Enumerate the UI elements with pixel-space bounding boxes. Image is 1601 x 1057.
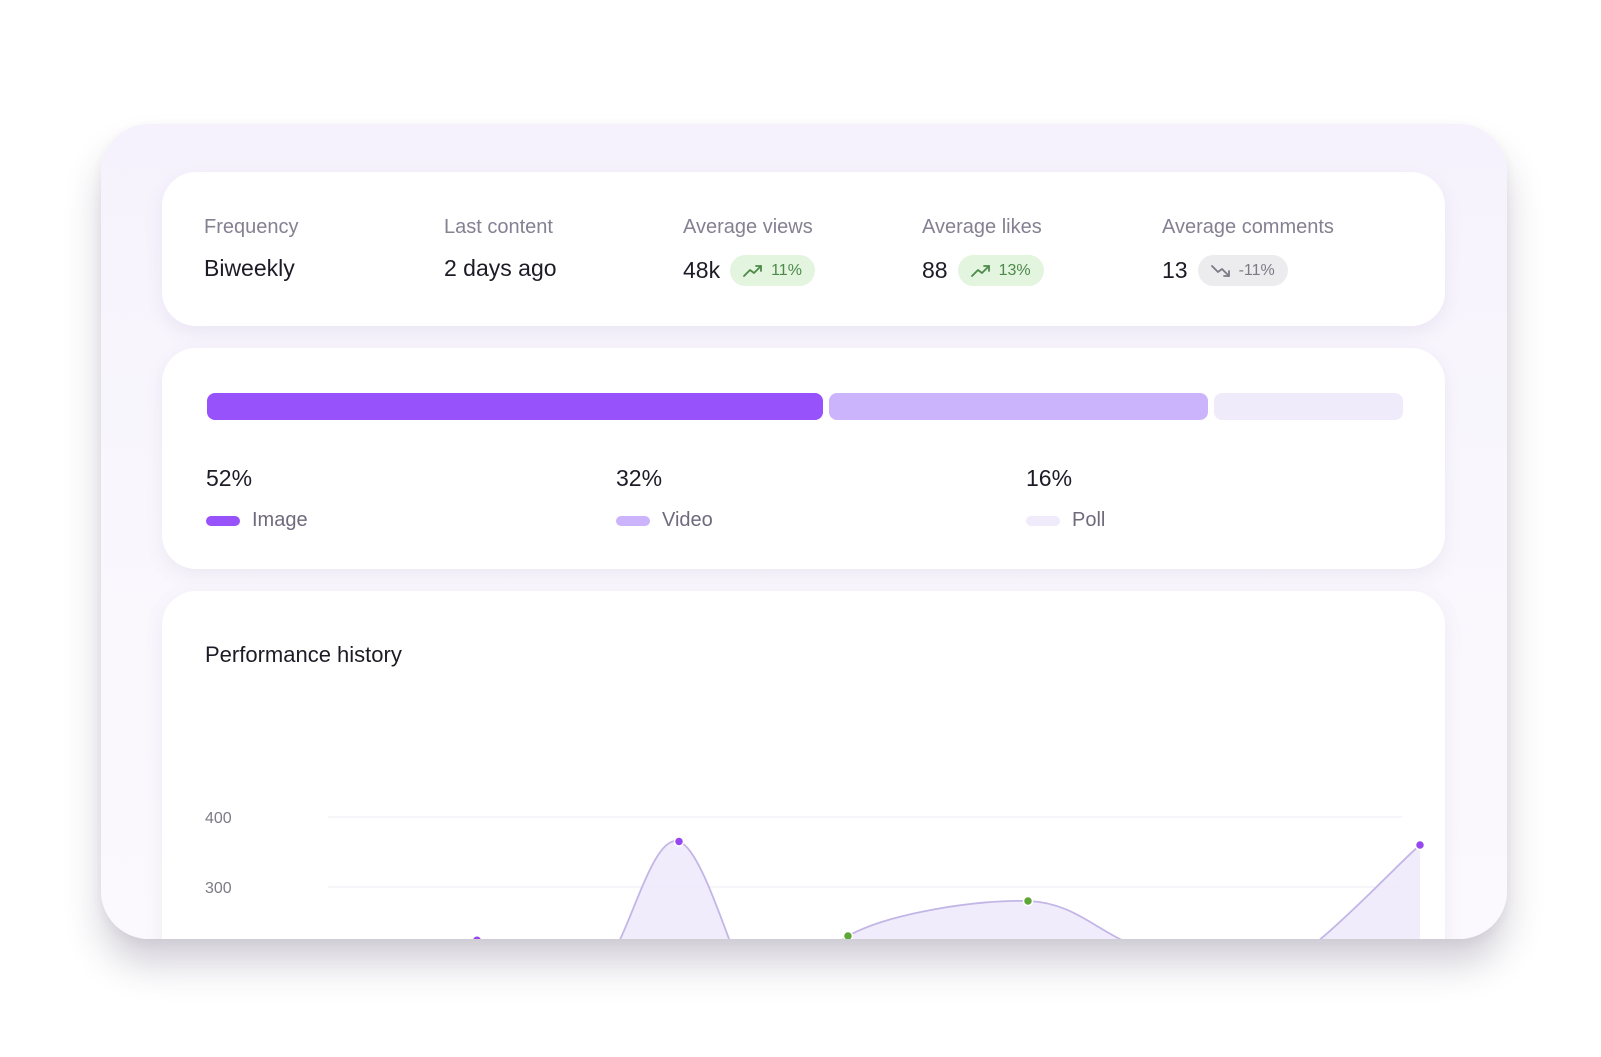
trend-badge-down: -11% <box>1197 255 1288 286</box>
legend-swatch <box>206 515 240 526</box>
stat-last-content: Last content 2 days ago <box>444 216 557 282</box>
stat-label: Last content <box>444 216 553 238</box>
trend-change: -11% <box>1238 261 1275 279</box>
trend-badge-up: 11% <box>730 255 815 286</box>
stat-average-likes: Average likes 88 13% <box>922 216 1044 286</box>
stat-label: Average likes <box>922 216 1042 238</box>
mix-segment-image <box>207 393 823 420</box>
mix-segment-poll <box>1213 393 1403 420</box>
series-line <box>619 840 1421 939</box>
trend-badge-up: 13% <box>957 255 1044 286</box>
dashboard-frame: Frequency Biweekly Last content 2 days a… <box>101 124 1507 939</box>
legend-label: Video <box>662 509 713 531</box>
data-point <box>673 836 685 847</box>
data-point <box>471 934 483 939</box>
legend-swatch <box>616 515 650 526</box>
stat-value: Biweekly <box>204 255 295 281</box>
stat-label: Average comments <box>1162 216 1334 238</box>
y-tick-label: 400 <box>205 810 232 827</box>
stat-value: 88 <box>922 257 948 283</box>
legend-item-image: 52% Image <box>206 465 308 532</box>
legend-percent: 16% <box>1026 465 1073 491</box>
trend-change: 11% <box>771 261 802 279</box>
stat-average-comments: Average comments 13 -11% <box>1162 216 1334 286</box>
summary-stats-card: Frequency Biweekly Last content 2 days a… <box>162 172 1445 326</box>
legend-label: Poll <box>1072 509 1106 531</box>
stat-value: 48k <box>683 257 721 283</box>
stat-label: Average views <box>683 216 813 238</box>
mix-segment-video <box>828 393 1208 420</box>
legend-swatch <box>1026 515 1060 526</box>
stat-frequency: Frequency Biweekly <box>204 216 299 282</box>
data-point <box>1022 895 1034 907</box>
trending-down-icon <box>1210 264 1230 277</box>
stat-average-views: Average views 48k 11% <box>683 216 815 286</box>
performance-history-card: Performance history 400300200100 <box>162 591 1445 939</box>
stat-label: Frequency <box>204 216 299 238</box>
legend-label: Image <box>252 509 308 531</box>
content-mix-card: 52% Image 32% Video 16% Poll <box>162 348 1445 569</box>
data-point <box>1414 839 1426 851</box>
trend-change: 13% <box>998 261 1031 279</box>
stat-value: 13 <box>1162 257 1188 283</box>
stat-value: 2 days ago <box>444 255 557 281</box>
legend-percent: 52% <box>206 465 253 491</box>
chart-title: Performance history <box>205 642 402 667</box>
content-mix-bar <box>207 393 1403 420</box>
legend-item-video: 32% Video <box>616 465 713 532</box>
performance-history-chart: 400300200100 <box>205 810 1426 939</box>
trending-up-icon <box>743 264 762 277</box>
trending-up-icon <box>970 264 990 277</box>
legend-percent: 32% <box>616 465 663 491</box>
series-area <box>620 841 1420 939</box>
y-tick-label: 300 <box>205 880 232 897</box>
data-point <box>842 930 854 939</box>
legend-item-poll: 16% Poll <box>1026 465 1105 532</box>
